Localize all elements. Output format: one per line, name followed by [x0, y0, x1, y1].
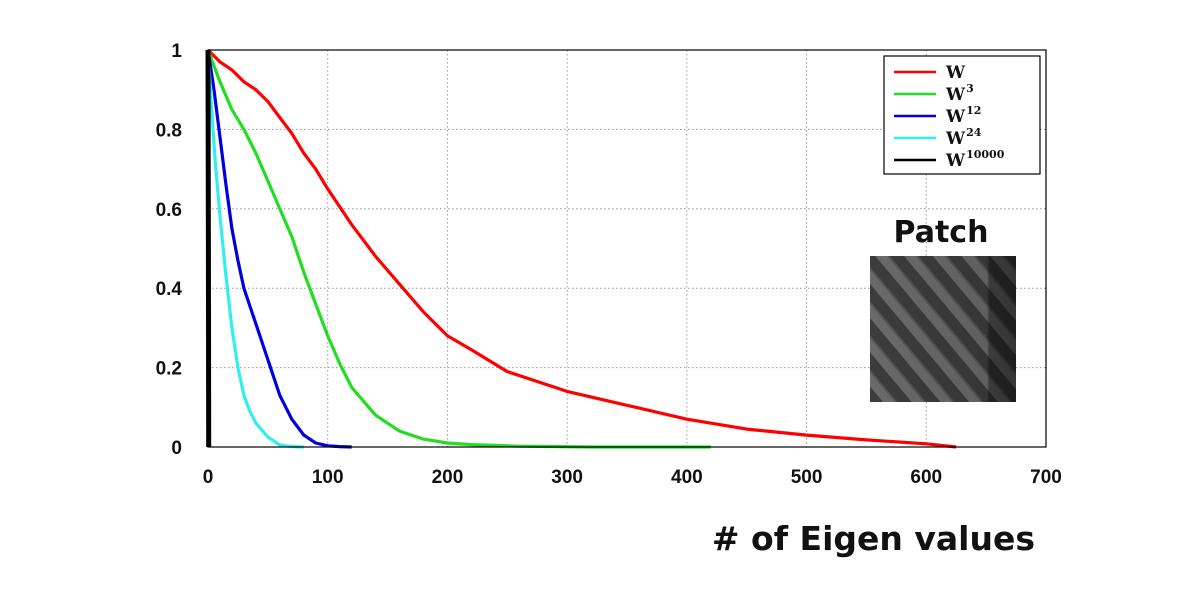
x-tick-label: 500 [791, 467, 823, 488]
y-tick-label: 0.8 [156, 120, 182, 141]
patch-inset: Patch [870, 215, 1016, 402]
x-tick-label: 0 [203, 467, 214, 488]
x-tick-label: 100 [312, 467, 344, 488]
series-lines [205, 48, 957, 449]
y-tick-label: 0 [171, 438, 182, 459]
legend-label: W10000 [945, 148, 1005, 171]
patch-title: Patch [894, 215, 989, 250]
tick-labels: 0 100 200 300 400 500 600 700 0 0.2 0.4 0.6 0.8 1 [156, 41, 1062, 488]
series-line-w [206, 48, 957, 449]
y-tick-label: 0.6 [156, 200, 182, 221]
plot-frame [207, 49, 1047, 448]
series-line-w-24 [206, 49, 304, 449]
x-tick-label: 300 [551, 467, 583, 488]
x-tick-label: 200 [432, 467, 464, 488]
series-line-w-3 [206, 49, 711, 449]
y-tick-label: 0.2 [156, 359, 182, 380]
y-tick-label: 0.4 [156, 279, 183, 300]
x-tick-label: 400 [671, 467, 703, 488]
series-line-w-12 [206, 49, 352, 449]
y-tick-label: 1 [171, 41, 182, 62]
x-axis-label: # of Eigen values [712, 519, 1035, 558]
legend-label: W [945, 63, 966, 83]
x-tick-label: 600 [910, 467, 942, 488]
axes [207, 49, 1047, 448]
x-tick-label: 700 [1030, 467, 1062, 488]
